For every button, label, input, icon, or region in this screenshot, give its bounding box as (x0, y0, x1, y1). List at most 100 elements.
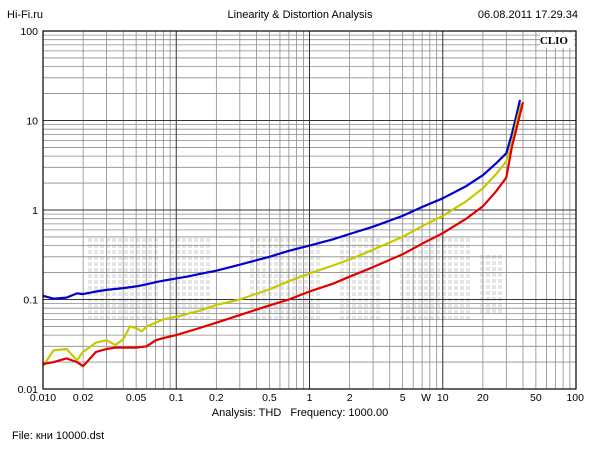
watermark-dot (304, 316, 308, 320)
watermark-dot (460, 286, 464, 290)
watermark-dot (188, 262, 192, 266)
watermark-dot (316, 292, 320, 296)
watermark-dot (130, 256, 134, 260)
watermark-dot (448, 268, 452, 272)
watermark-dot (364, 274, 368, 278)
watermark-dot (406, 274, 410, 278)
watermark-dot (280, 256, 284, 260)
watermark-dot (118, 280, 122, 284)
watermark-dot (200, 280, 204, 284)
watermark-dot (194, 250, 198, 254)
watermark-dot (170, 274, 174, 278)
watermark-dot (466, 256, 470, 260)
watermark-dot (250, 280, 254, 284)
watermark-dot (274, 292, 278, 296)
watermark-dot (442, 262, 446, 266)
watermark-dot (400, 274, 404, 278)
watermark-dot (148, 256, 152, 260)
watermark-dot (436, 268, 440, 272)
watermark-dot (206, 268, 210, 272)
x-tick-label: 50 (530, 392, 542, 404)
watermark-dot (170, 238, 174, 242)
watermark-dot (176, 238, 180, 242)
watermark-dot (176, 268, 180, 272)
watermark-dot (142, 280, 146, 284)
watermark-dot (206, 310, 210, 314)
watermark-dot (262, 250, 266, 254)
watermark-dot (274, 280, 278, 284)
watermark-dot (194, 262, 198, 266)
watermark-dot (286, 292, 290, 296)
watermark-dot (148, 280, 152, 284)
watermark-dot (280, 238, 284, 242)
watermark-dot (286, 310, 290, 314)
x-tick-label: 2 (347, 392, 353, 404)
watermark-dot (460, 304, 464, 308)
watermark-dot (88, 304, 92, 308)
watermark-dot (436, 238, 440, 242)
x-tick-label: 0.010 (30, 392, 56, 404)
watermark-dot (316, 262, 320, 266)
watermark-dot (88, 250, 92, 254)
watermark-dot (448, 304, 452, 308)
watermark-dot (112, 238, 116, 242)
watermark-dot (280, 280, 284, 284)
watermark-dot (106, 250, 110, 254)
watermark-dot (112, 262, 116, 266)
watermark-dot (454, 238, 458, 242)
watermark-dot (286, 256, 290, 260)
watermark-dot (88, 262, 92, 266)
watermark-dot (292, 286, 296, 290)
watermark-dot (358, 280, 362, 284)
watermark-dot (142, 238, 146, 242)
watermark-dot (124, 316, 128, 320)
watermark-dot (170, 250, 174, 254)
watermark-dot (316, 250, 320, 254)
watermark-dot (280, 304, 284, 308)
watermark-dot (364, 304, 368, 308)
watermark-dot (370, 292, 374, 296)
watermark-dot (274, 268, 278, 272)
watermark-dot (352, 292, 356, 296)
watermark-dot (418, 280, 422, 284)
watermark-dot (268, 274, 272, 278)
watermark-dot (280, 268, 284, 272)
watermark-dot (418, 256, 422, 260)
watermark-dot (460, 274, 464, 278)
watermark-dot (124, 238, 128, 242)
watermark-dot (286, 304, 290, 308)
watermark-dot (182, 316, 186, 320)
watermark-dot (170, 256, 174, 260)
x-tick-label: 20 (477, 392, 489, 404)
watermark-dot (424, 316, 428, 320)
x-tick-label: 1 (307, 392, 313, 404)
watermark-dot (250, 304, 254, 308)
watermark-dot (486, 261, 490, 265)
watermark-dot (424, 310, 428, 314)
watermark-dot (418, 310, 422, 314)
watermark-dot (256, 274, 260, 278)
watermark-dot (106, 268, 110, 272)
watermark-dot (268, 310, 272, 314)
watermark-dot (112, 280, 116, 284)
watermark-dot (136, 262, 140, 266)
watermark-dot (106, 256, 110, 260)
file-name: File: кни 10000.dst (12, 430, 105, 442)
watermark-dot (454, 280, 458, 284)
watermark-dot (406, 256, 410, 260)
watermark-dot (436, 262, 440, 266)
watermark-dot (454, 268, 458, 272)
watermark-dot (460, 280, 464, 284)
watermark-dot (100, 292, 104, 296)
watermark-dot (498, 267, 502, 271)
watermark-dot (346, 256, 350, 260)
watermark-dot (200, 250, 204, 254)
watermark-dot (466, 292, 470, 296)
watermark-dot (460, 250, 464, 254)
watermark-dot (376, 256, 380, 260)
x-tick-label: 0.2 (209, 392, 224, 404)
watermark-dot (340, 262, 344, 266)
watermark-dot (106, 280, 110, 284)
watermark-dot (454, 304, 458, 308)
watermark-dot (418, 316, 422, 320)
